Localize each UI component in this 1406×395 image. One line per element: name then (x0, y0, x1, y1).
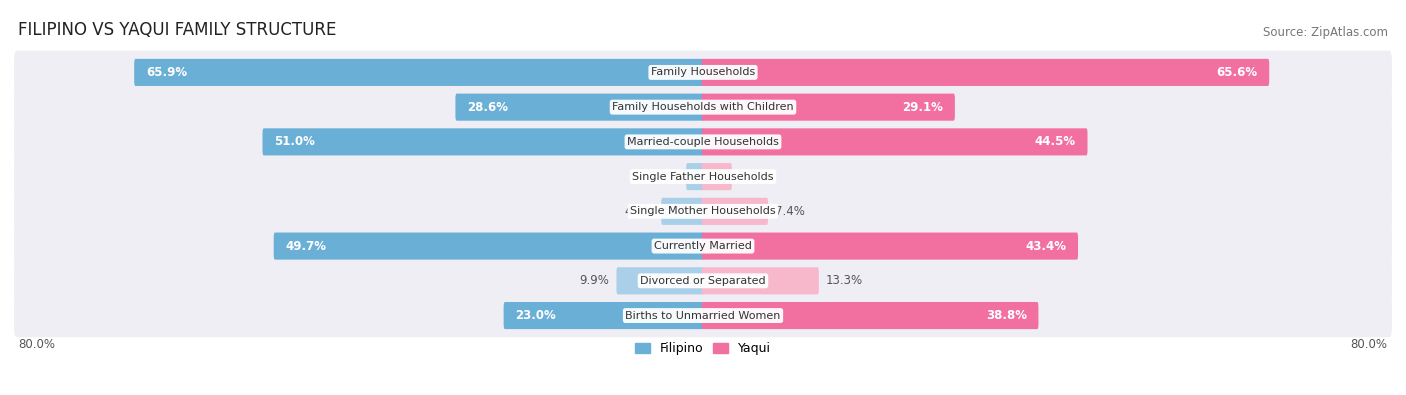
Text: Single Mother Households: Single Mother Households (630, 206, 776, 216)
Text: 38.8%: 38.8% (986, 309, 1026, 322)
FancyBboxPatch shape (14, 259, 1392, 303)
FancyBboxPatch shape (14, 190, 1392, 233)
Text: Births to Unmarried Women: Births to Unmarried Women (626, 310, 780, 321)
FancyBboxPatch shape (702, 59, 1270, 86)
FancyBboxPatch shape (274, 233, 704, 260)
FancyBboxPatch shape (14, 85, 1392, 129)
Text: Single Father Households: Single Father Households (633, 171, 773, 182)
Text: Divorced or Separated: Divorced or Separated (640, 276, 766, 286)
Text: 80.0%: 80.0% (18, 338, 55, 350)
FancyBboxPatch shape (702, 94, 955, 121)
FancyBboxPatch shape (702, 267, 818, 294)
Text: 1.8%: 1.8% (650, 170, 679, 183)
Text: 23.0%: 23.0% (515, 309, 555, 322)
Text: 65.6%: 65.6% (1216, 66, 1257, 79)
Text: 4.7%: 4.7% (624, 205, 654, 218)
Text: Currently Married: Currently Married (654, 241, 752, 251)
FancyBboxPatch shape (702, 163, 733, 190)
FancyBboxPatch shape (702, 198, 768, 225)
Text: 44.5%: 44.5% (1035, 135, 1076, 149)
FancyBboxPatch shape (14, 51, 1392, 94)
Text: Family Households with Children: Family Households with Children (612, 102, 794, 112)
FancyBboxPatch shape (686, 163, 704, 190)
FancyBboxPatch shape (616, 267, 704, 294)
FancyBboxPatch shape (14, 155, 1392, 198)
FancyBboxPatch shape (456, 94, 704, 121)
Text: Source: ZipAtlas.com: Source: ZipAtlas.com (1263, 26, 1388, 40)
Legend: Filipino, Yaqui: Filipino, Yaqui (634, 342, 772, 356)
Text: Married-couple Households: Married-couple Households (627, 137, 779, 147)
Text: 80.0%: 80.0% (1351, 338, 1388, 350)
Text: 9.9%: 9.9% (579, 274, 609, 287)
FancyBboxPatch shape (14, 120, 1392, 164)
Text: FILIPINO VS YAQUI FAMILY STRUCTURE: FILIPINO VS YAQUI FAMILY STRUCTURE (18, 21, 337, 40)
Text: 28.6%: 28.6% (467, 101, 508, 114)
FancyBboxPatch shape (702, 302, 1039, 329)
FancyBboxPatch shape (702, 128, 1087, 155)
FancyBboxPatch shape (702, 233, 1078, 260)
Text: 3.2%: 3.2% (740, 170, 769, 183)
FancyBboxPatch shape (503, 302, 704, 329)
FancyBboxPatch shape (134, 59, 704, 86)
Text: 29.1%: 29.1% (903, 101, 943, 114)
FancyBboxPatch shape (263, 128, 704, 155)
Text: Family Households: Family Households (651, 68, 755, 77)
Text: 7.4%: 7.4% (775, 205, 806, 218)
FancyBboxPatch shape (661, 198, 704, 225)
Text: 65.9%: 65.9% (146, 66, 187, 79)
Text: 49.7%: 49.7% (285, 240, 326, 252)
Text: 13.3%: 13.3% (827, 274, 863, 287)
Text: 43.4%: 43.4% (1025, 240, 1066, 252)
FancyBboxPatch shape (14, 294, 1392, 337)
Text: 51.0%: 51.0% (274, 135, 315, 149)
FancyBboxPatch shape (14, 224, 1392, 268)
